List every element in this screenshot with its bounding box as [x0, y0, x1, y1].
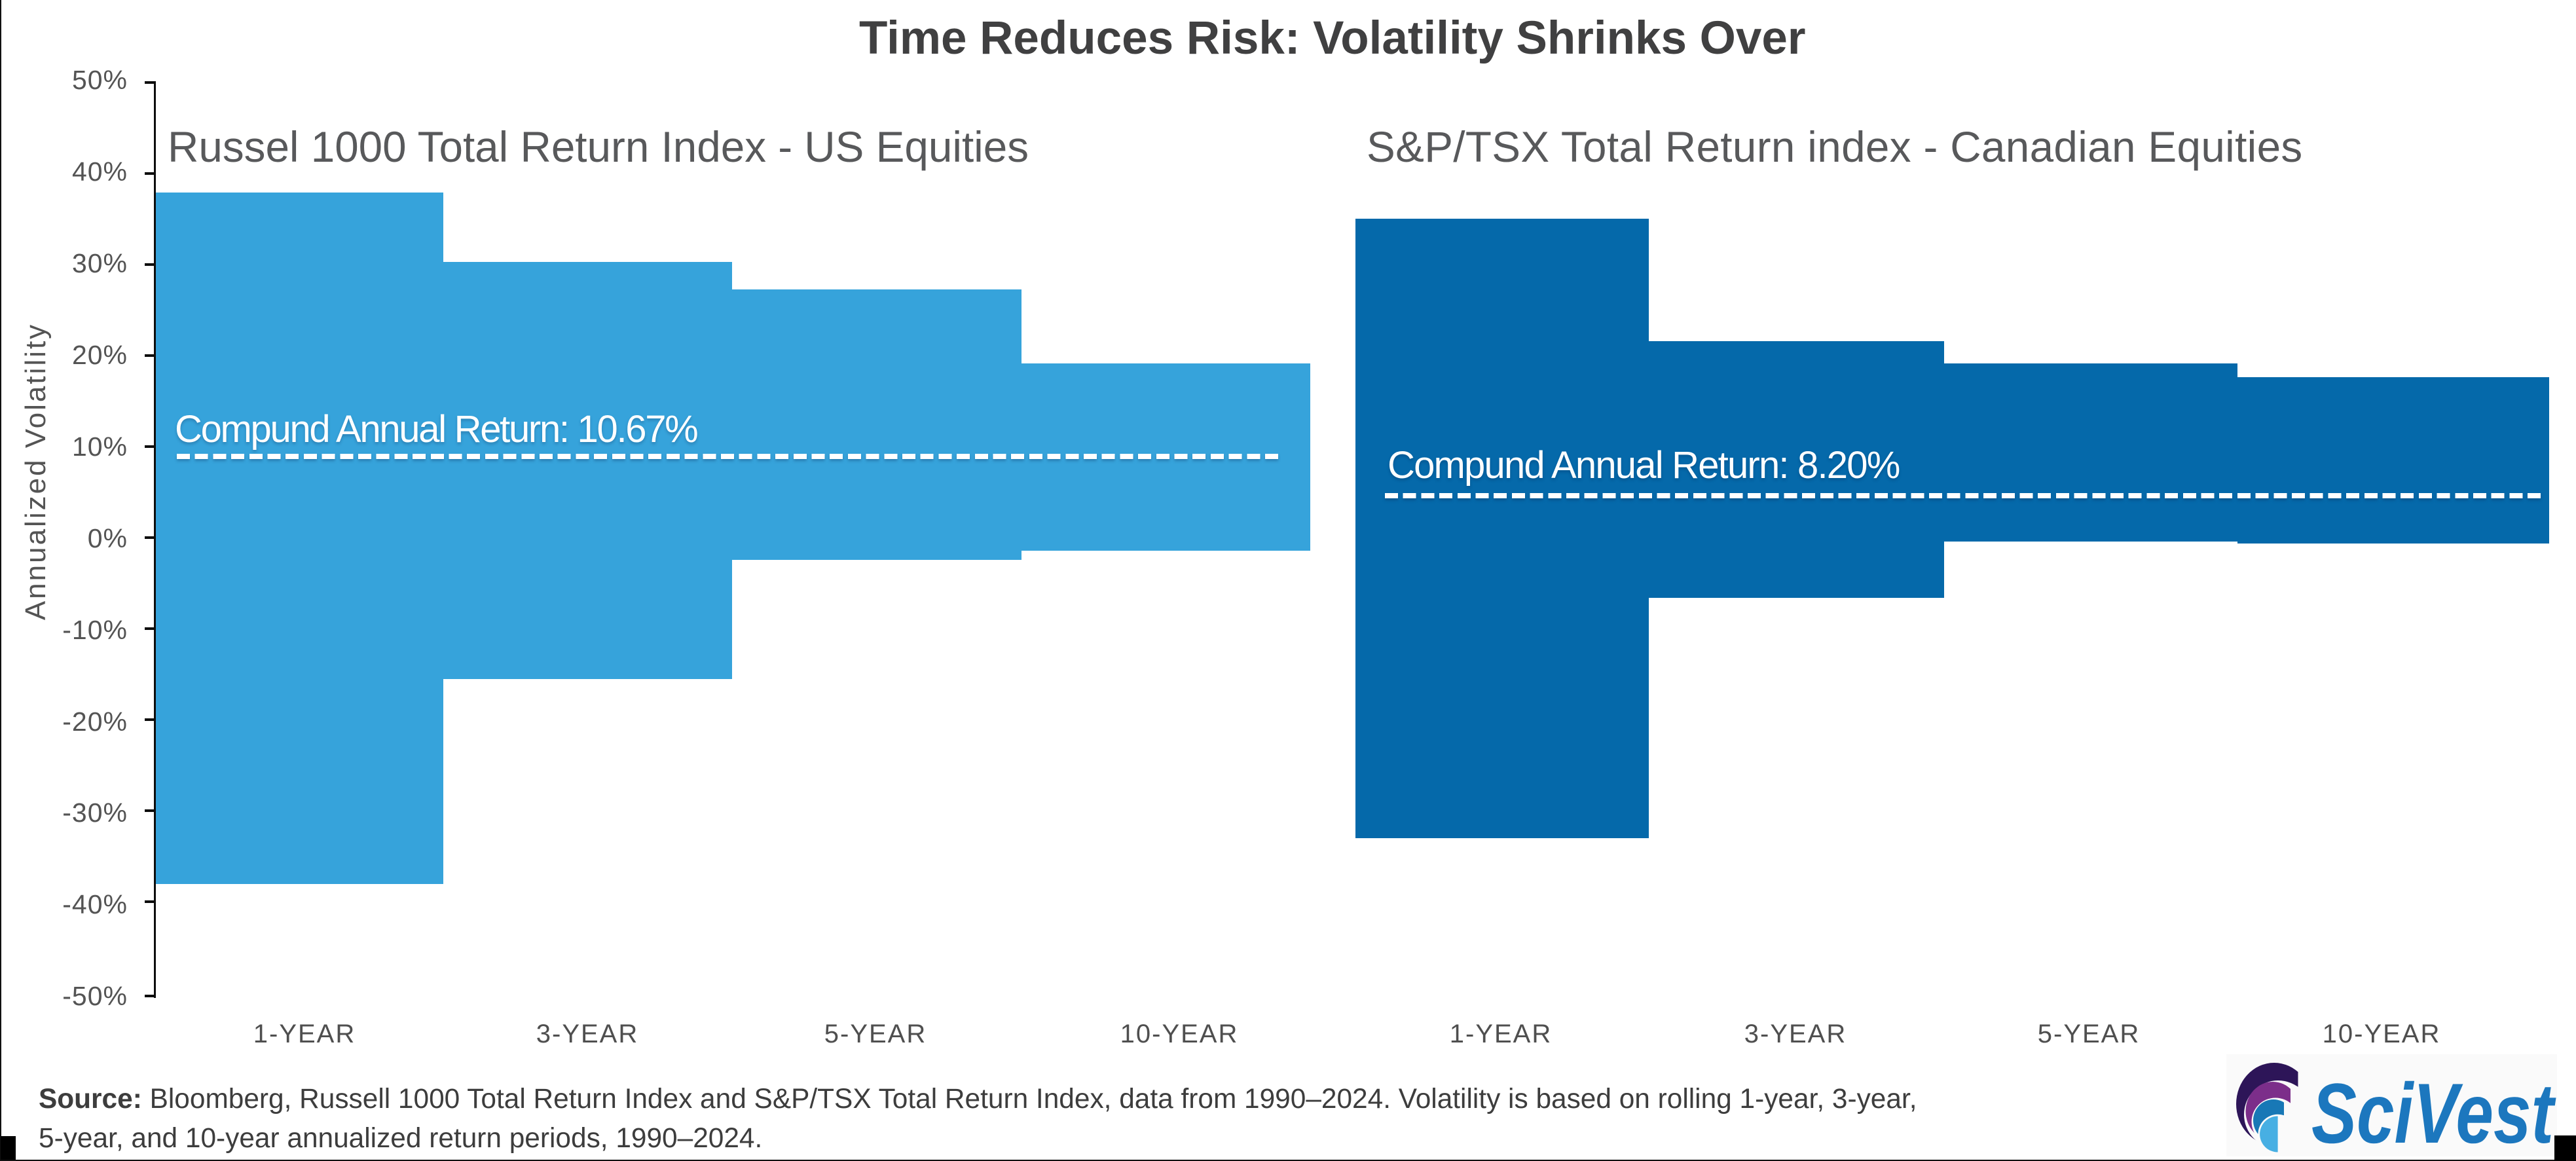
svg-text:SciVest: SciVest: [2311, 1065, 2556, 1161]
